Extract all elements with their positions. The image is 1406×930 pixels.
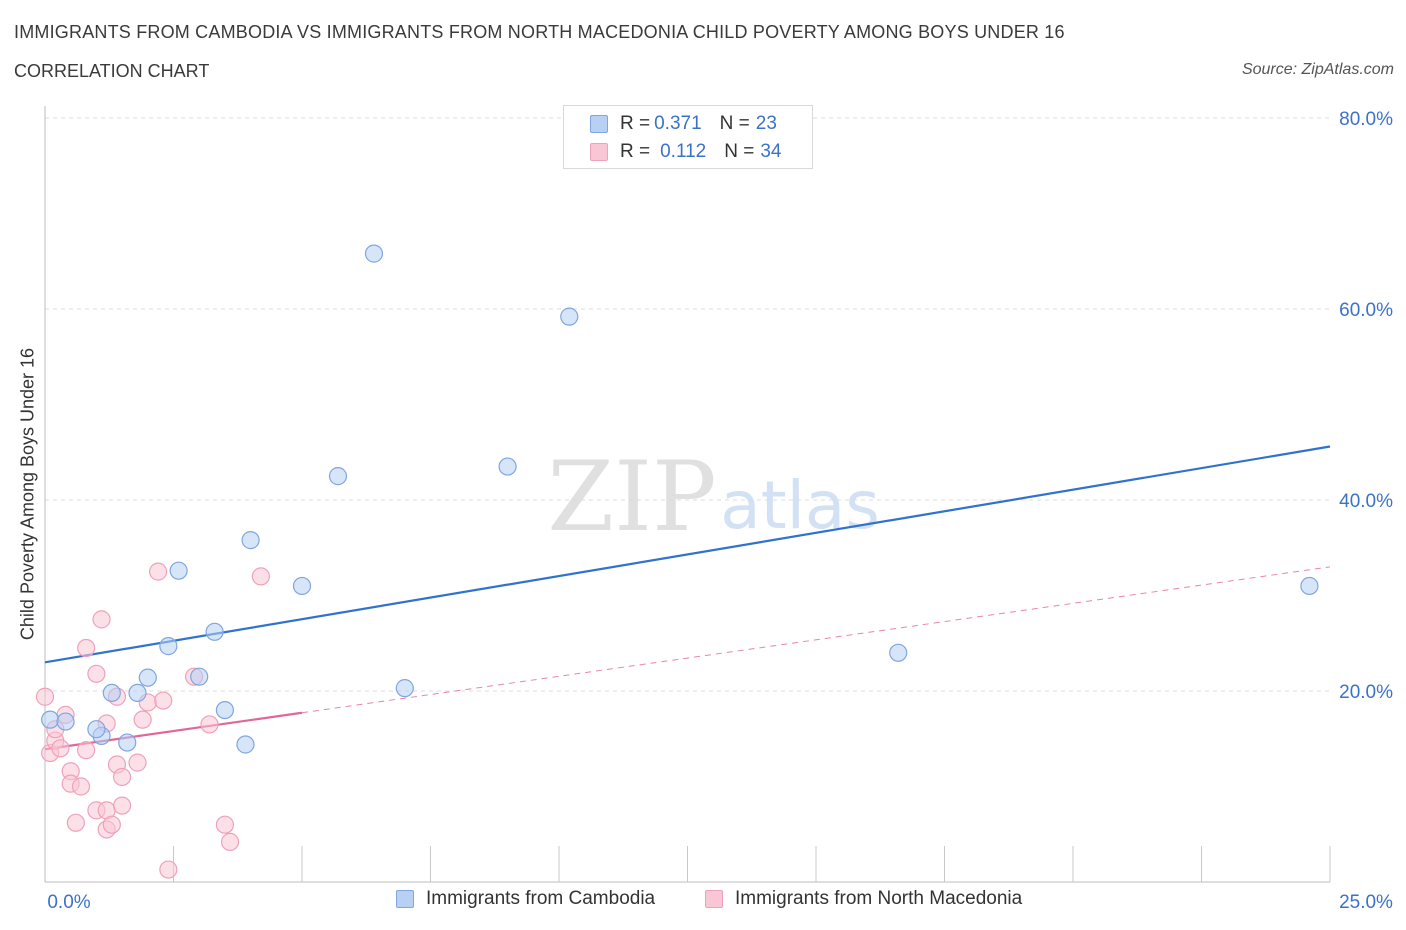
trend-line-cambodia (44, 445, 1331, 664)
point-cambodia (364, 244, 384, 263)
n-value: 34 (760, 141, 782, 162)
point-north-macedonia (159, 860, 178, 879)
point-cambodia (328, 467, 348, 486)
point-north-macedonia (35, 687, 55, 706)
gridlines (45, 117, 1330, 692)
source-credit: Source: ZipAtlas.com (1241, 61, 1394, 78)
point-north-macedonia (128, 753, 147, 772)
point-north-macedonia (133, 710, 152, 729)
point-cambodia (138, 668, 157, 687)
y-tick-label: 20.0% (1339, 682, 1393, 703)
point-cambodia (118, 733, 137, 752)
point-north-macedonia (92, 610, 111, 629)
stats-row-north-macedonia: R = 0.112 N = 34 (590, 140, 782, 164)
point-cambodia (889, 643, 908, 662)
n-value: 23 (755, 113, 777, 134)
point-north-macedonia (251, 567, 270, 586)
watermark-zip: ZIP (547, 441, 716, 553)
chart-title: IMMIGRANTS FROM CAMBODIA VS IMMIGRANTS F… (14, 22, 1065, 42)
point-north-macedonia (215, 815, 234, 834)
point-cambodia (102, 683, 121, 703)
point-cambodia (56, 712, 75, 731)
legend-label-cambodia: Immigrants from Cambodia (426, 888, 656, 909)
point-north-macedonia (71, 777, 91, 796)
point-north-macedonia (200, 715, 219, 734)
y-tick-label: 60.0% (1339, 300, 1393, 321)
point-cambodia (169, 561, 188, 580)
point-north-macedonia (51, 739, 70, 758)
watermark-atlas: atlas (720, 467, 880, 544)
stats-legend: R = 0.371 N = 23 R = 0.112 N = 34 (563, 105, 813, 169)
legend-swatch-north-macedonia (590, 143, 608, 161)
point-north-macedonia (220, 832, 240, 851)
legend-item-north-macedonia: Immigrants from North Macedonia (705, 888, 1022, 910)
r-label: R = (620, 113, 651, 134)
point-north-macedonia (66, 813, 85, 832)
n-label: N = (724, 141, 755, 162)
point-cambodia (159, 637, 178, 656)
series-legend: Immigrants from Cambodia Immigrants from… (0, 888, 1406, 916)
legend-swatch-cambodia (396, 890, 414, 908)
point-cambodia (87, 720, 106, 739)
legend-swatch-north-macedonia (705, 890, 723, 908)
point-north-macedonia (154, 691, 173, 710)
r-value: 0.371 (654, 113, 702, 134)
r-value: 0.112 (660, 141, 707, 162)
point-north-macedonia (102, 815, 121, 834)
point-north-macedonia (112, 796, 132, 815)
legend-item-cambodia: Immigrants from Cambodia (396, 888, 655, 910)
y-tick-label: 40.0% (1339, 491, 1393, 512)
point-north-macedonia (148, 562, 168, 581)
chart-subtitle: CORRELATION CHART (14, 61, 210, 81)
trend-line-north-macedonia-dashed (301, 566, 1331, 714)
point-cambodia (395, 679, 414, 698)
y-tick-label: 80.0% (1339, 109, 1393, 130)
point-north-macedonia (77, 638, 96, 658)
point-cambodia (128, 683, 147, 703)
point-cambodia (498, 457, 517, 476)
r-label: R = (620, 141, 651, 162)
point-cambodia (292, 576, 312, 596)
point-cambodia (241, 531, 260, 550)
point-cambodia (560, 307, 579, 326)
stats-row-cambodia: R = 0.371 N = 23 (590, 112, 777, 136)
data-points (35, 244, 1319, 879)
point-cambodia (41, 710, 60, 729)
point-cambodia (190, 667, 209, 686)
legend-swatch-cambodia (590, 115, 608, 133)
point-cambodia (1300, 576, 1319, 596)
x-tick-label: 25.0% (1339, 892, 1393, 913)
point-north-macedonia (87, 664, 106, 683)
point-cambodia (215, 700, 234, 720)
point-north-macedonia (77, 741, 96, 760)
x-tick-label: 0.0% (47, 892, 90, 913)
point-cambodia (236, 735, 255, 754)
point-north-macedonia (112, 767, 132, 787)
n-label: N = (719, 113, 750, 134)
point-cambodia (205, 622, 224, 641)
legend-label-north-macedonia: Immigrants from North Macedonia (735, 888, 1023, 909)
tick-labels: 20.0% 40.0% 60.0% 80.0% 0.0% 25.0% (47, 109, 1393, 913)
